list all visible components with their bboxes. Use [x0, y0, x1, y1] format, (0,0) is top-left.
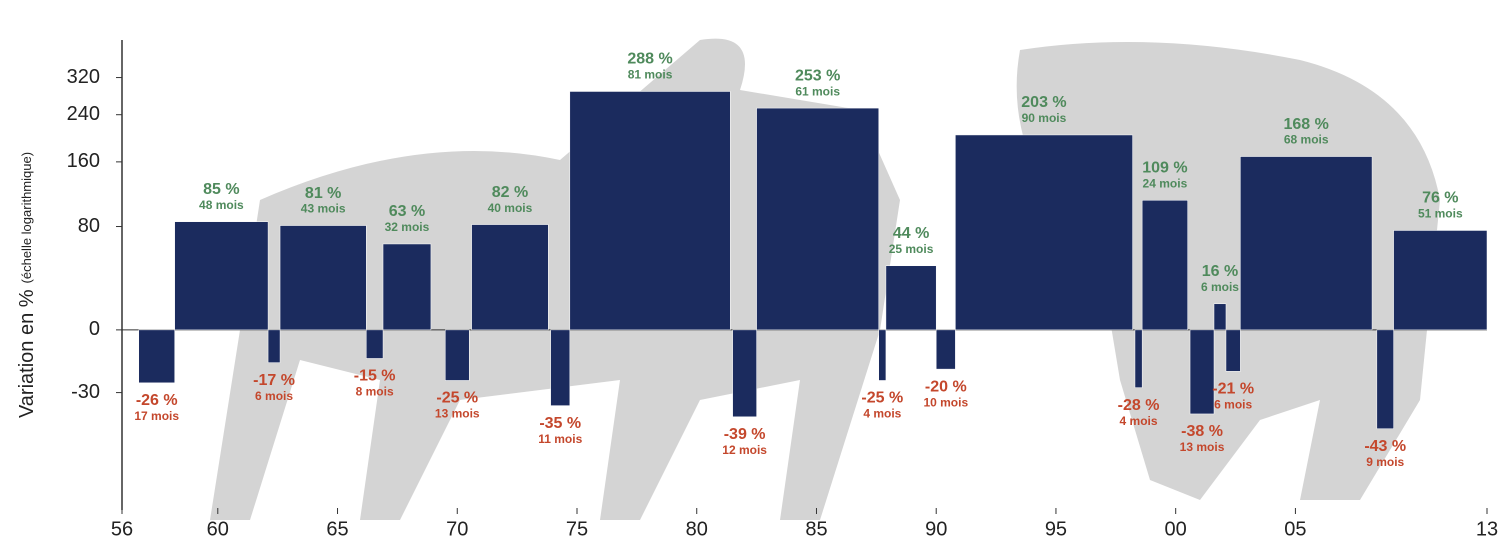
value-label: -25 % [861, 390, 903, 407]
value-label: 44 % [893, 225, 929, 242]
value-label: -25 % [436, 390, 478, 407]
value-label: 76 % [1422, 190, 1458, 207]
value-label: 168 % [1284, 116, 1329, 133]
x-tick-label: 56 [111, 518, 133, 540]
period-bar [1134, 329, 1143, 388]
period-bar [382, 243, 432, 331]
period-bar [1240, 156, 1373, 331]
value-label: 109 % [1142, 159, 1187, 176]
months-label: 13 mois [435, 407, 480, 421]
x-tick-label: 60 [207, 518, 229, 540]
months-label: 4 mois [863, 407, 901, 421]
y-label-note: (échelle logarithmique) [19, 152, 34, 284]
period-bar [1189, 329, 1215, 415]
period-bar [445, 329, 470, 381]
months-label: 90 mois [1022, 111, 1067, 125]
value-label: 63 % [389, 203, 425, 220]
value-label: -15 % [354, 368, 396, 385]
value-label: 16 % [1202, 263, 1238, 280]
period-bar [955, 134, 1133, 331]
months-label: 32 mois [385, 220, 430, 234]
period-bar [1225, 329, 1241, 372]
months-label: 43 mois [301, 202, 346, 216]
x-tick-label: 85 [805, 518, 827, 540]
value-label: 85 % [203, 181, 239, 198]
months-label: 17 mois [134, 409, 179, 423]
value-label: 203 % [1021, 94, 1066, 111]
y-tick-label: 320 [67, 66, 100, 88]
period-bar [1376, 329, 1394, 429]
value-label: 82 % [492, 184, 528, 201]
value-label: -43 % [1364, 438, 1406, 455]
period-bar [267, 329, 281, 363]
months-label: 81 mois [628, 68, 673, 82]
y-tick-label: 80 [78, 215, 100, 237]
period-bar [756, 107, 879, 331]
months-label: 61 mois [795, 84, 840, 98]
value-label: -21 % [1212, 381, 1254, 398]
months-label: 11 mois [538, 432, 582, 446]
y-tick-label: 160 [67, 150, 100, 172]
period-bar [138, 329, 175, 384]
months-label: 25 mois [889, 242, 934, 256]
x-tick-label: 13 [1476, 518, 1498, 540]
period-bar [1393, 230, 1488, 331]
period-bar [1141, 200, 1188, 331]
x-tick-label: 70 [446, 518, 468, 540]
period-bar [732, 329, 757, 418]
y-tick-label: -30 [71, 381, 100, 403]
months-label: 6 mois [1201, 280, 1239, 294]
period-bar [878, 329, 887, 381]
x-tick-label: 00 [1165, 518, 1187, 540]
months-label: 6 mois [255, 389, 293, 403]
x-tick-label: 95 [1045, 518, 1067, 540]
y-axis-title: Variation en % (échelle logarithmique) [16, 152, 38, 418]
x-tick-label: 65 [326, 518, 348, 540]
value-label: 288 % [627, 51, 672, 68]
value-label: -38 % [1181, 423, 1223, 440]
months-label: 8 mois [356, 385, 394, 399]
months-label: 48 mois [199, 198, 244, 212]
y-label: Variation en % [16, 289, 38, 418]
x-tick-label: 75 [566, 518, 588, 540]
value-label: -17 % [253, 372, 295, 389]
months-label: 6 mois [1214, 397, 1252, 411]
months-label: 51 mois [1418, 207, 1463, 221]
period-bar [471, 224, 549, 331]
months-label: 24 mois [1143, 176, 1188, 190]
period-bar [885, 265, 937, 331]
x-tick-label: 05 [1284, 518, 1306, 540]
period-bar [279, 225, 367, 331]
period-bar [550, 329, 571, 406]
months-label: 9 mois [1366, 455, 1404, 469]
value-label: -35 % [539, 415, 581, 432]
period-bar [935, 329, 956, 370]
value-label: -39 % [724, 426, 766, 443]
period-bar [174, 221, 269, 331]
period-bar [1213, 303, 1227, 331]
value-label: -26 % [136, 392, 178, 409]
value-label: 253 % [795, 67, 840, 84]
months-label: 68 mois [1284, 133, 1329, 147]
months-label: 4 mois [1120, 414, 1158, 428]
x-tick-label: 80 [686, 518, 708, 540]
y-tick-label: 0 [89, 318, 100, 340]
value-label: -20 % [925, 378, 967, 395]
y-tick-label: 240 [67, 103, 100, 125]
value-label: -28 % [1118, 397, 1160, 414]
value-label: 81 % [305, 185, 341, 202]
months-label: 10 mois [923, 395, 968, 409]
months-label: 13 mois [1180, 440, 1225, 454]
x-tick-label: 90 [925, 518, 947, 540]
period-bar [366, 329, 384, 359]
months-label: 12 mois [722, 443, 767, 457]
period-bar [569, 91, 731, 331]
months-label: 40 mois [488, 201, 533, 215]
